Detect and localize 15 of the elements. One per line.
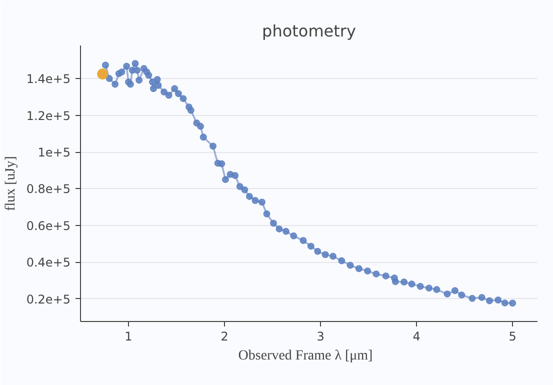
y-tick-label: 0.4e+5	[26, 256, 70, 270]
y-tick-label: 1.4e+5	[26, 72, 70, 86]
y-axis-title: flux [uJy]	[3, 156, 18, 211]
y-tick-label: 1e+5	[38, 146, 71, 160]
y-tick-label: 0.8e+5	[26, 182, 70, 196]
x-tick-label: 4	[412, 330, 420, 344]
y-tick-label: 0.6e+5	[26, 218, 70, 233]
x-axis-title: Observed Frame λ [μm]	[238, 348, 373, 364]
chart-title: photometry	[262, 22, 356, 40]
x-tick-label: 2	[220, 330, 228, 344]
x-tick-label: 5	[508, 330, 516, 344]
x-tick-label: 1	[124, 330, 132, 344]
x-tick-label: 3	[316, 330, 324, 344]
y-tick-label: 0.2e+5	[26, 292, 70, 306]
y-tick-label: 1.2e+5	[26, 108, 70, 123]
